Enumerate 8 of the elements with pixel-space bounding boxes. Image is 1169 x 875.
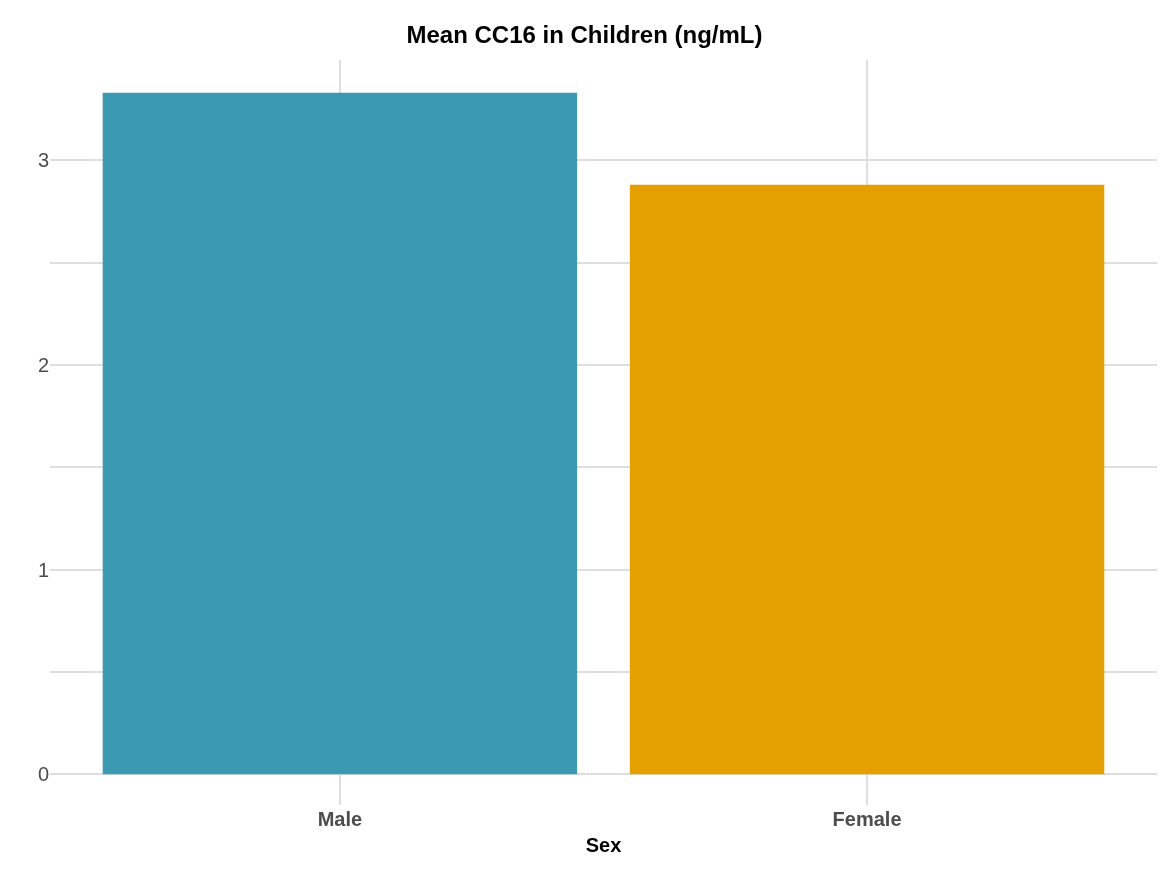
- y-tick-label: 2: [37, 353, 49, 376]
- x-tick-label: Male: [317, 808, 363, 830]
- chart-title: Mean CC16 in Children (ng/mL): [406, 21, 763, 49]
- y-tick-label: 0: [37, 763, 49, 786]
- y-tick-label: 1: [37, 558, 49, 581]
- y-tick-label: 3: [37, 149, 49, 172]
- x-axis-title: Sex: [585, 833, 622, 856]
- x-tick-label: Female: [832, 808, 902, 830]
